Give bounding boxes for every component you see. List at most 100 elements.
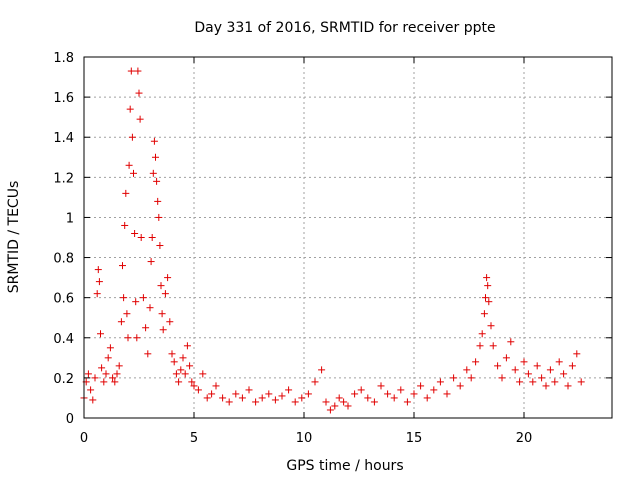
x-tick-label: 20 bbox=[516, 431, 533, 446]
data-point bbox=[357, 386, 365, 394]
data-point bbox=[93, 290, 101, 298]
data-point bbox=[97, 330, 104, 338]
data-point bbox=[148, 234, 156, 241]
data-point bbox=[318, 366, 326, 374]
y-tick-label: 1.8 bbox=[53, 51, 74, 66]
data-point bbox=[194, 386, 202, 394]
y-tick-label: 0 bbox=[66, 412, 74, 427]
data-point bbox=[120, 294, 128, 302]
data-point bbox=[170, 358, 178, 366]
data-point bbox=[555, 358, 563, 366]
data-point bbox=[397, 386, 405, 394]
data-point bbox=[87, 386, 95, 394]
data-point bbox=[164, 274, 172, 282]
data-point bbox=[84, 370, 92, 378]
data-point bbox=[212, 382, 220, 390]
data-point bbox=[225, 398, 233, 406]
data-point bbox=[161, 290, 169, 298]
data-point bbox=[102, 370, 110, 378]
data-point bbox=[423, 394, 431, 402]
data-point bbox=[483, 274, 491, 282]
data-point bbox=[377, 382, 385, 390]
data-point bbox=[199, 370, 207, 378]
data-point bbox=[134, 67, 142, 75]
y-tick-label: 0.8 bbox=[53, 252, 74, 267]
data-point bbox=[456, 382, 464, 390]
data-points bbox=[80, 67, 585, 414]
chart-title: Day 331 of 2016, SRMTID for receiver ppt… bbox=[194, 20, 495, 36]
plot-frame bbox=[83, 56, 613, 419]
data-point bbox=[183, 342, 191, 350]
data-point bbox=[516, 378, 524, 386]
data-point bbox=[106, 344, 114, 352]
data-point bbox=[89, 396, 97, 404]
data-point bbox=[485, 298, 493, 306]
data-point bbox=[98, 364, 106, 372]
data-point bbox=[538, 374, 546, 382]
data-point bbox=[186, 362, 194, 370]
data-point bbox=[122, 189, 130, 197]
data-point bbox=[351, 390, 359, 398]
data-point bbox=[476, 342, 484, 350]
data-point bbox=[155, 213, 163, 221]
data-point bbox=[467, 374, 475, 382]
data-point bbox=[450, 374, 458, 382]
data-point bbox=[219, 394, 227, 402]
data-point bbox=[172, 370, 180, 378]
y-tick-label: 1 bbox=[66, 211, 74, 226]
data-point bbox=[322, 398, 330, 406]
y-tick-label: 1.2 bbox=[53, 171, 74, 186]
data-point bbox=[149, 169, 157, 177]
data-point bbox=[480, 310, 488, 318]
data-point bbox=[111, 378, 119, 386]
data-point bbox=[175, 378, 183, 386]
data-point bbox=[252, 398, 260, 406]
data-point bbox=[533, 362, 541, 370]
data-point bbox=[494, 362, 502, 370]
data-point bbox=[119, 262, 126, 270]
data-point bbox=[489, 342, 497, 350]
data-point bbox=[158, 310, 166, 318]
data-point bbox=[245, 386, 253, 394]
data-point bbox=[507, 338, 515, 346]
data-point bbox=[166, 318, 174, 326]
x-tick-label: 15 bbox=[406, 431, 423, 446]
data-point bbox=[498, 374, 506, 382]
grid-lines bbox=[84, 57, 612, 418]
data-point bbox=[417, 382, 425, 390]
data-point bbox=[511, 366, 519, 374]
data-point bbox=[132, 298, 140, 306]
data-point bbox=[177, 366, 185, 374]
data-point bbox=[95, 278, 103, 286]
data-point bbox=[472, 358, 480, 366]
data-point bbox=[168, 350, 176, 358]
data-point bbox=[115, 362, 123, 370]
data-point bbox=[482, 294, 489, 302]
y-tick-label: 0.6 bbox=[53, 292, 74, 307]
data-point bbox=[265, 390, 273, 398]
data-point bbox=[181, 370, 189, 378]
data-point bbox=[298, 394, 306, 402]
data-point bbox=[331, 402, 339, 410]
y-tick-label: 1.6 bbox=[53, 91, 74, 106]
data-point bbox=[463, 366, 471, 374]
data-point bbox=[560, 370, 568, 378]
data-point bbox=[146, 304, 154, 312]
data-point bbox=[131, 229, 139, 237]
x-tick-label: 10 bbox=[296, 431, 313, 446]
data-point bbox=[238, 394, 246, 402]
data-point bbox=[577, 378, 585, 386]
data-point bbox=[147, 258, 155, 266]
data-point bbox=[291, 398, 299, 406]
data-point bbox=[124, 334, 132, 342]
data-point bbox=[142, 324, 150, 332]
data-point bbox=[524, 370, 532, 378]
y-tick-label: 0.2 bbox=[53, 372, 74, 387]
data-point bbox=[150, 137, 158, 145]
data-point bbox=[136, 115, 144, 123]
y-axis: 0 0.2 0.4 0.6 0.8 1 1.2 1.4 1.6 1.8 bbox=[53, 51, 612, 427]
data-point bbox=[436, 378, 444, 386]
x-tick-label: 0 bbox=[80, 431, 88, 446]
data-point bbox=[121, 221, 129, 229]
